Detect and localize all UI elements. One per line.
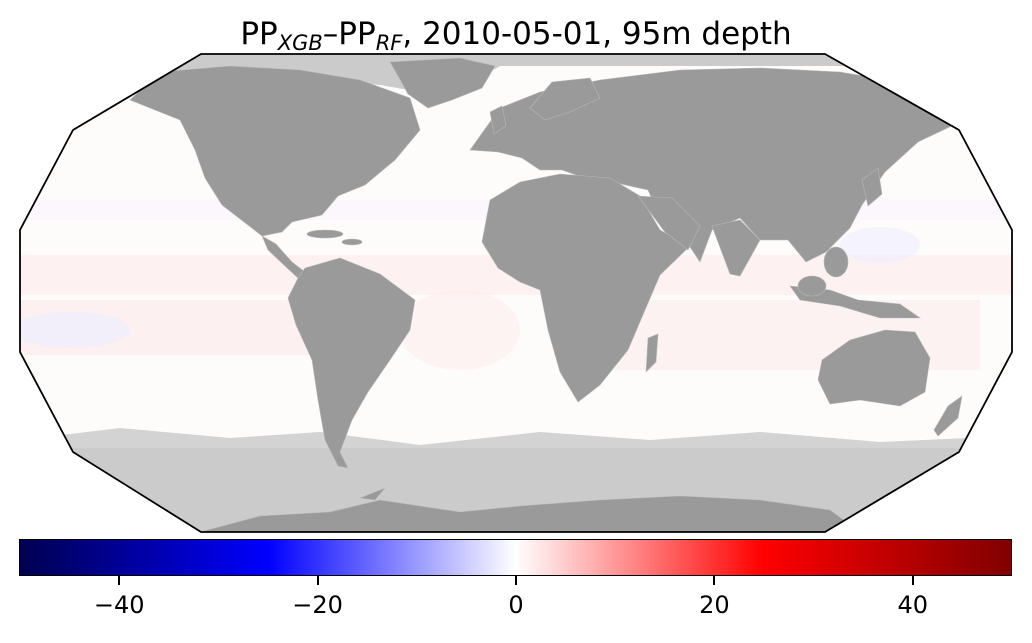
colorbar-tick — [316, 576, 319, 585]
colorbar-tick — [911, 576, 914, 585]
colorbar-tick-label: 40 — [897, 591, 929, 619]
colorbar — [19, 539, 1012, 576]
map-frame — [19, 53, 1013, 533]
land-masses — [129, 57, 963, 532]
map-title: PPXGB–PPRF, 2010-05-01, 95m depth — [240, 16, 792, 55]
colorbar-tick — [713, 576, 716, 585]
colorbar-tick — [118, 576, 121, 585]
colorbar-tick-label: −20 — [292, 591, 343, 619]
colorbar-tick-label: −40 — [93, 591, 145, 619]
colorbar-tick-label: 0 — [508, 591, 524, 619]
colorbar-tick-label: 20 — [699, 591, 730, 619]
colorbar-tick — [515, 576, 517, 585]
